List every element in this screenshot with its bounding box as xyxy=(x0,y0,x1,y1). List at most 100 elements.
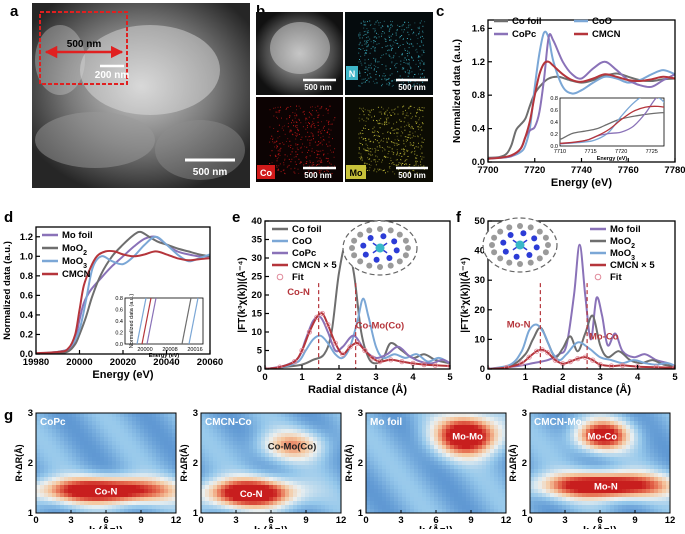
legend-label-d-2: MoO3 xyxy=(62,256,87,270)
g-ylabel-0: R+ΔR(Å) xyxy=(14,444,24,481)
ytick-label-d-1: 0.2 xyxy=(20,329,33,340)
g-ytick-label-3-1: 2 xyxy=(522,458,527,469)
legend-label-e-1: CoO xyxy=(292,236,312,247)
ylabel-f: |FT(k³χ(k))|(Å⁻⁴) xyxy=(458,257,471,332)
eds-label-co: Co xyxy=(260,168,272,178)
inset-ylabel-d: Normalized data (a.u.) xyxy=(129,294,135,349)
g-ytick-label-0-0: 1 xyxy=(28,508,34,519)
legend-label-c-0: Co foil xyxy=(512,16,542,27)
inset-ytick-c-3: 0.6 xyxy=(550,108,558,114)
g-ytick-label-1-1: 2 xyxy=(193,458,198,469)
eds-label-mo: Mo xyxy=(350,168,363,178)
inset-ytick-d-2: 0.4 xyxy=(115,319,123,325)
legend-label-e-4: Fit xyxy=(292,272,304,283)
g-xtick-label-0-4: 12 xyxy=(171,515,182,526)
xtick-label-d-1: 20000 xyxy=(66,357,92,368)
xtick-label-f-4: 4 xyxy=(635,372,641,383)
g-xtick-label-3-3: 9 xyxy=(632,515,637,526)
inset-xtick-c-1: 7715 xyxy=(584,149,596,155)
legend-swatch-e-4 xyxy=(277,274,283,280)
inset-ytick-c-1: 0.2 xyxy=(550,132,558,138)
ylabel-d: Normalized data (a.u.) xyxy=(2,241,13,340)
g-xtick-label-3-0: 0 xyxy=(527,515,532,526)
ytick-label-c-4: 1.6 xyxy=(472,23,485,34)
g-ytick-label-3-2: 3 xyxy=(522,408,527,419)
inset-xtick-c-2: 7720 xyxy=(615,149,627,155)
wavelet-map-1: 036912123k (Å⁻¹)R+ΔR(Å)CMCN-CoCo-NCo-Mo(… xyxy=(179,408,346,529)
inset-ytick-c-4: 0.8 xyxy=(550,96,558,102)
panel-label-d: d xyxy=(4,209,13,226)
xtick-label-e-3: 3 xyxy=(373,372,378,383)
g-ytick-label-0-2: 3 xyxy=(28,408,33,419)
xlabel-c: Energy (eV) xyxy=(551,177,612,189)
legend-label-c-1: CoO xyxy=(592,16,612,27)
g-xlabel-3: k (Å⁻¹) xyxy=(583,524,617,529)
ytick-label-e-3: 15 xyxy=(251,309,262,320)
g-ytick-label-1-2: 3 xyxy=(193,408,198,419)
inset-ytick-d-1: 0.2 xyxy=(115,331,123,337)
ytick-label-d-6: 1.2 xyxy=(20,232,33,243)
g-xtick-label-0-3: 9 xyxy=(138,515,143,526)
ytick-label-f-5: 50 xyxy=(474,216,485,227)
panel-label-a: a xyxy=(10,3,19,20)
xlabel-f: Radial distance (Å) xyxy=(532,383,631,396)
annotation-e-0: Co-N xyxy=(287,287,310,298)
inset-ytick-c-0: 0.0 xyxy=(550,144,558,150)
g-xtick-label-1-4: 12 xyxy=(336,515,347,526)
g-xlabel-2: k (Å⁻¹) xyxy=(419,524,453,529)
g-xtick-label-2-4: 12 xyxy=(501,515,512,526)
molecule-f xyxy=(483,218,557,272)
ytick-label-c-3: 1.2 xyxy=(472,57,485,68)
g-ytick-label-1-0: 1 xyxy=(193,508,199,519)
inset-xlabel-d: Energy (eV) xyxy=(149,353,180,359)
g-ytick-label-2-2: 3 xyxy=(358,408,363,419)
ytick-label-c-2: 0.8 xyxy=(472,90,485,101)
xlabel-d: Energy (eV) xyxy=(92,369,153,381)
inset-ytick-d-4: 0.8 xyxy=(115,296,123,302)
g-blob-label-3-0: Mo-N xyxy=(594,482,618,493)
ytick-label-e-0: 0 xyxy=(257,364,262,375)
ytick-label-e-2: 10 xyxy=(251,327,262,338)
g-ytick-label-0-1: 2 xyxy=(28,458,33,469)
xtick-label-f-2: 2 xyxy=(560,372,565,383)
eds-mo-scale: 500 nm xyxy=(398,171,426,180)
legend-label-e-3: CMCN × 5 xyxy=(292,260,337,271)
legend-swatch-f-4 xyxy=(595,274,601,280)
ylabel-c: Normalized data (a.u.) xyxy=(452,39,463,143)
annotation-f-0: Mo-N xyxy=(507,320,531,331)
g-xlabel-0: k (Å⁻¹) xyxy=(89,524,123,529)
ytick-label-d-4: 0.8 xyxy=(20,271,33,282)
ytick-label-f-1: 10 xyxy=(474,334,485,345)
inset-xtick-c-3: 7725 xyxy=(646,149,658,155)
ytick-label-e-1: 5 xyxy=(257,346,263,357)
g-xtick-label-0-1: 3 xyxy=(68,515,73,526)
g-xtick-label-2-3: 9 xyxy=(468,515,473,526)
g-blob-label-1-0: Co-N xyxy=(240,489,263,500)
g-title-0: CoPc xyxy=(40,417,66,428)
legend-label-f-4: Fit xyxy=(610,272,622,283)
main-scale-label: 500 nm xyxy=(193,167,228,178)
xlabel-e: Radial distance (Å) xyxy=(308,383,407,396)
g-xtick-label-2-1: 3 xyxy=(398,515,403,526)
xtick-label-e-5: 5 xyxy=(447,372,453,383)
eds-co-scale: 500 nm xyxy=(304,171,332,180)
ytick-label-f-3: 30 xyxy=(474,275,485,286)
ytick-label-e-6: 30 xyxy=(251,253,262,264)
xtick-label-d-4: 20060 xyxy=(197,357,223,368)
ytick-label-e-5: 25 xyxy=(251,272,262,283)
ytick-label-f-2: 20 xyxy=(474,305,485,316)
xtick-label-d-2: 20020 xyxy=(110,357,136,368)
g-xtick-label-1-1: 3 xyxy=(233,515,238,526)
panel-label-g: g xyxy=(4,407,13,424)
panel-label-e: e xyxy=(232,209,240,226)
g-ylabel-1: R+ΔR(Å) xyxy=(179,444,189,481)
g-ytick-label-3-0: 1 xyxy=(522,508,528,519)
